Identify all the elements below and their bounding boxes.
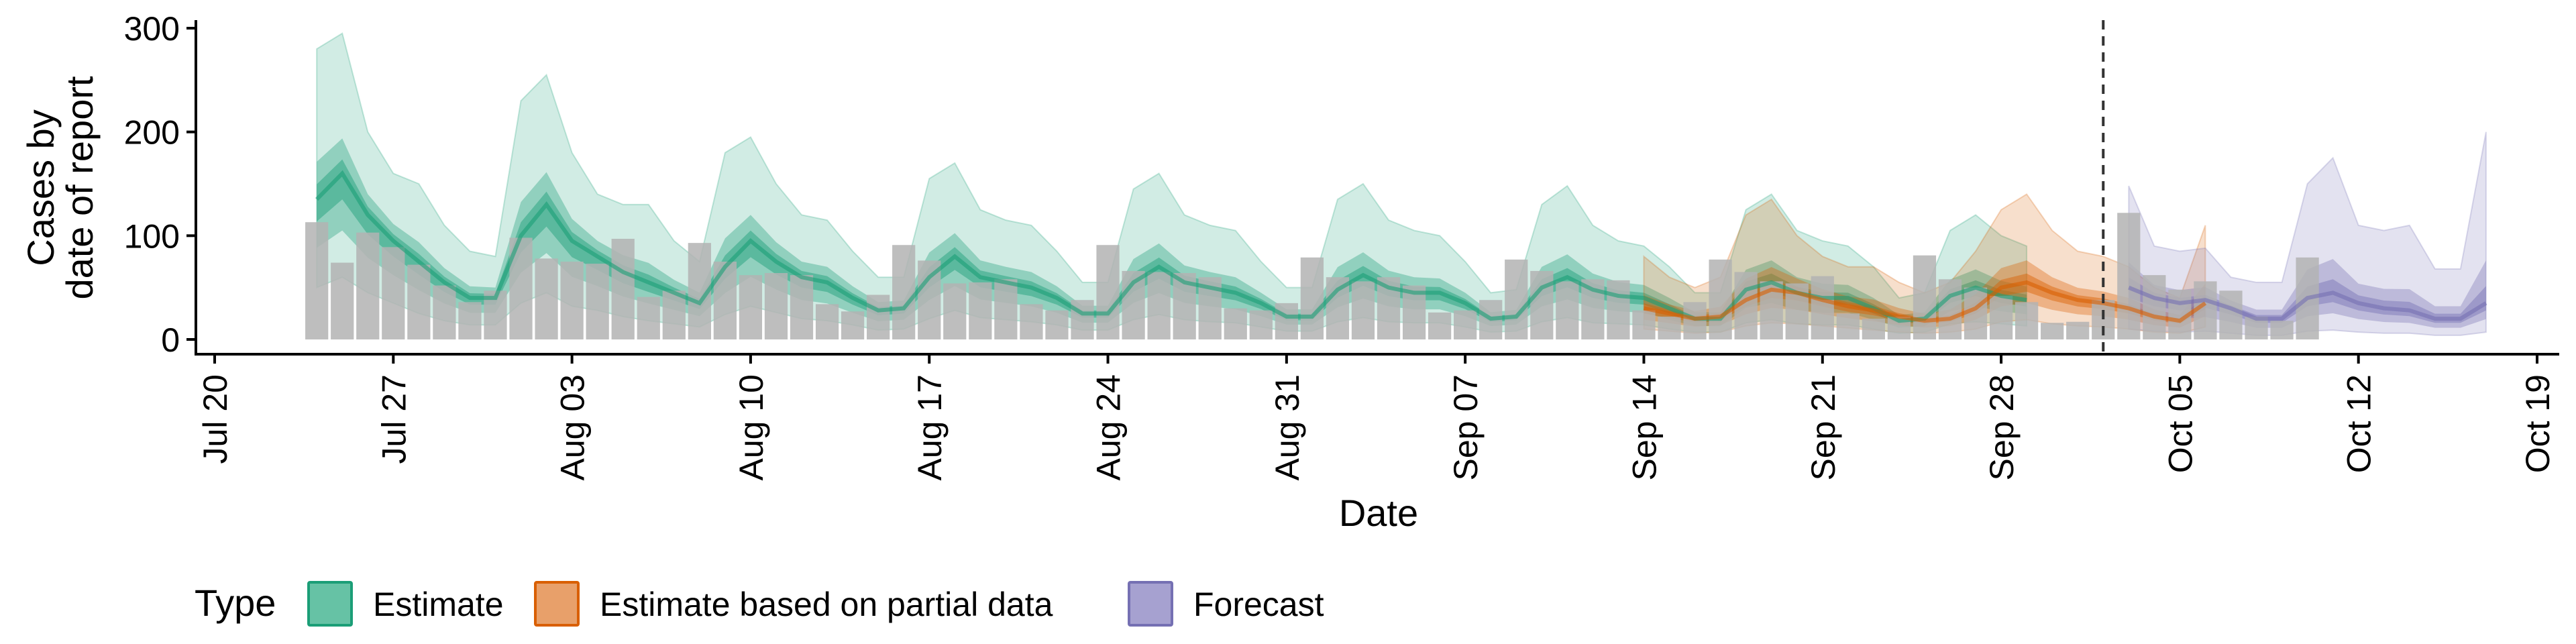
legend-label-partial: Estimate based on partial data — [600, 586, 1053, 623]
bar — [458, 302, 482, 339]
bar — [407, 264, 431, 339]
bar — [331, 262, 354, 339]
bar — [994, 279, 1018, 339]
bar — [1632, 310, 1656, 339]
x-tick-label: Aug 24 — [1090, 374, 1128, 480]
bar — [815, 304, 839, 339]
bar — [1096, 245, 1120, 339]
bar — [662, 290, 686, 339]
bar — [1300, 257, 1324, 339]
bar — [305, 222, 329, 339]
y-tick-label: 300 — [124, 10, 180, 48]
x-tick-label: Sep 14 — [1625, 374, 1663, 480]
bar — [1071, 300, 1094, 339]
bar — [1556, 281, 1579, 339]
bar — [1836, 313, 1860, 339]
bar — [1811, 276, 1834, 339]
legend: Type Estimate Estimate based on partial … — [195, 581, 1324, 627]
bar — [586, 264, 609, 339]
forecast-median-line — [2128, 285, 2487, 321]
bar — [560, 262, 584, 339]
bar — [841, 311, 865, 339]
bar — [2143, 275, 2166, 339]
estimate-median-line — [315, 170, 2027, 323]
bar — [1147, 272, 1171, 339]
partial-estimate-band-50 — [1644, 260, 2206, 328]
bar — [1454, 310, 1477, 339]
bar — [1275, 303, 1298, 339]
bar — [713, 262, 737, 339]
bar — [1607, 280, 1630, 339]
x-tick-label: Oct 19 — [2519, 374, 2557, 473]
bar — [382, 247, 405, 339]
x-axis-ticks: Jul 20 Jul 27 Aug 03 Aug 10 Aug 17 Aug 24 Aug … — [197, 354, 2557, 480]
bar — [2219, 290, 2243, 339]
x-tick-label: Aug 03 — [554, 374, 592, 480]
x-tick-label: Sep 21 — [1805, 374, 1842, 480]
bar — [1428, 312, 1452, 339]
bar — [2066, 321, 2090, 339]
bar — [918, 260, 941, 339]
bar — [2041, 323, 2064, 339]
bar — [1045, 310, 1069, 339]
bar — [1505, 259, 1528, 339]
y-axis-label-line-1: Cases by — [19, 109, 62, 266]
x-tick-label: Jul 27 — [375, 374, 413, 464]
bar — [739, 275, 763, 339]
x-tick-label: Sep 07 — [1447, 374, 1485, 480]
x-tick-label: Aug 10 — [733, 374, 770, 480]
bar — [2270, 321, 2294, 339]
legend-label-forecast: Forecast — [1193, 586, 1324, 623]
bar — [535, 258, 558, 339]
y-axis-label-line-2: date of report — [58, 76, 101, 300]
bar — [1224, 308, 1247, 339]
bar — [790, 275, 814, 339]
x-tick-label: Sep 28 — [1983, 374, 2021, 480]
x-tick-label: Oct 12 — [2341, 374, 2378, 473]
bar — [433, 285, 456, 339]
bar — [1020, 304, 1043, 339]
bar — [2117, 213, 2141, 339]
bar — [1530, 270, 1554, 339]
y-tick-label: 200 — [124, 114, 180, 152]
y-tick-label: 0 — [161, 321, 180, 359]
bar — [1658, 316, 1681, 339]
legend-label-estimate: Estimate — [373, 586, 504, 623]
legend-title: Type — [195, 582, 276, 624]
legend-key-forecast — [1128, 581, 1173, 627]
bar — [1989, 296, 2013, 339]
bar — [637, 297, 660, 339]
x-tick-label: Jul 20 — [197, 374, 234, 464]
x-tick-label: Aug 17 — [911, 374, 949, 480]
bar — [1938, 279, 1962, 339]
x-tick-label: Oct 05 — [2161, 374, 2199, 473]
x-tick-label: Aug 31 — [1269, 374, 1306, 480]
y-tick-label: 100 — [124, 217, 180, 255]
bar — [1913, 255, 1937, 339]
bar — [1683, 302, 1707, 339]
bar — [764, 273, 788, 339]
bar — [1709, 259, 1732, 339]
bar — [969, 282, 992, 339]
bar — [867, 294, 890, 339]
x-axis-label: Date — [1339, 492, 1418, 534]
legend-key-estimate — [307, 581, 353, 627]
bar — [2015, 302, 2039, 339]
median-lines — [315, 170, 2487, 323]
bar — [1351, 281, 1375, 339]
bar — [611, 238, 635, 339]
bar — [1862, 319, 1885, 339]
partial-estimate-median-line — [1643, 280, 2207, 323]
bar — [356, 232, 380, 339]
bar — [943, 283, 967, 339]
bar — [1249, 310, 1273, 339]
bar — [892, 245, 916, 339]
y-axis-ticks: 0 100 200 300 — [124, 10, 196, 359]
legend-key-partial — [534, 581, 580, 627]
